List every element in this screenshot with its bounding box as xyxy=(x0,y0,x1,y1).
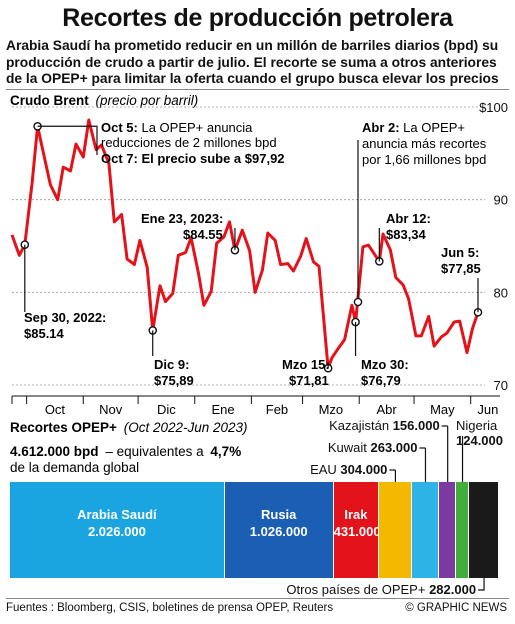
segment-name: Irak xyxy=(344,507,368,522)
annotation-sep30-value: $85.14 xyxy=(24,326,65,341)
chart-grid: $100 90 80 70 xyxy=(12,100,508,393)
label-eau: EAU 304.000 xyxy=(310,462,388,477)
bar-segment xyxy=(469,482,499,578)
annotation-jun5-value: $77,85 xyxy=(441,261,481,276)
footer-sources: Fuentes : Bloomberg, CSIS, boletines de … xyxy=(6,602,334,614)
annotation-ene23-value: $84.55 xyxy=(183,227,223,242)
segment-value: 2.026.000 xyxy=(87,524,146,539)
bar-segment xyxy=(439,482,456,578)
annotation-abr2-line3: por 1,66 millones bpd xyxy=(362,152,486,167)
brent-price-line xyxy=(10,118,480,370)
annotation-abr2: Abr 2: La OPEP+ xyxy=(362,120,465,135)
annotation-sep30-date: Sep 30, 2022: xyxy=(24,310,106,325)
brent-chart: Crudo Brent (precio por barril) $100 90 80… xyxy=(10,93,508,417)
bar-segment: Irak 431.000 xyxy=(333,482,381,578)
bar-segment-label: Rusia 1.026.000 xyxy=(225,506,333,540)
annotation-ene23-date: Ene 23, 2023: xyxy=(141,211,223,226)
x-tick-label: Mzo xyxy=(319,402,344,417)
footer-credit: © GRAPHIC NEWS xyxy=(405,602,507,614)
x-axis: Oct Nov Dic Ene Feb Mzo Abr May Jun xyxy=(11,395,500,417)
y-tick-label: 90 xyxy=(494,193,508,208)
x-tick-label: Abr xyxy=(377,402,398,417)
segment-name: Arabia Saudí xyxy=(77,507,157,522)
annotation-mzo15-date: Mzo 15: xyxy=(282,357,330,372)
annotation-oct5-line2: reducciones de 2 millones bpd xyxy=(101,135,277,150)
label-nigeria: Nigeria 124.000 xyxy=(456,418,503,448)
x-tick-label: Oct xyxy=(45,402,66,417)
x-tick-label: Jun xyxy=(477,402,498,417)
bar-segment: Rusia 1.026.000 xyxy=(224,482,334,578)
annotation-dot xyxy=(353,297,363,307)
footer-divider xyxy=(6,598,509,599)
y-tick-label: 70 xyxy=(494,378,508,393)
segment-name: Rusia xyxy=(260,507,297,522)
chart-title: Crudo Brent (precio por barril) xyxy=(10,93,198,108)
bar-segment xyxy=(411,482,440,578)
annotation-dic9-value: $75,89 xyxy=(154,373,194,388)
x-tick-label: Nov xyxy=(99,402,123,417)
label-kuwait: Kuwait 263.000 xyxy=(327,440,418,455)
nigeria-name: Nigeria xyxy=(456,418,498,433)
annotation-oct5: Oct 5: La OPEP+ anuncia xyxy=(101,120,253,135)
bar-segment: Arabia Saudí 2.026.000 xyxy=(10,482,225,578)
annotation-mzo30-value: $76,79 xyxy=(361,373,401,388)
bar-segment-label: Arabia Saudí 2.026.000 xyxy=(10,506,224,540)
x-tick-label: May xyxy=(430,402,455,417)
y-tick-label: 80 xyxy=(494,285,508,300)
annotation-dic9-date: Dic 9: xyxy=(154,357,189,372)
x-tick-label: Feb xyxy=(266,402,288,417)
x-tick-label: Dic xyxy=(157,402,176,417)
nigeria-value: 124.000 xyxy=(456,433,503,448)
annotation-mzo30-date: Mzo 30: xyxy=(361,357,409,372)
segment-value: 431.000 xyxy=(333,524,381,539)
annotations-layer: Sep 30, 2022:$85.14 Oct 5: La OPEP+ anunc… xyxy=(20,120,487,388)
label-kazajistan: Kazajistán 156.000 xyxy=(329,418,440,433)
divider xyxy=(6,89,509,90)
annotation-mzo15-value: $71,81 xyxy=(289,373,329,388)
segment-value: 1.026.000 xyxy=(249,524,308,539)
annotation-leader xyxy=(37,125,98,155)
label-otros: Otros países de OPEP+ 282.000 xyxy=(286,582,477,597)
bar-segment xyxy=(455,482,470,578)
annotation-abr12-date: Abr 12: xyxy=(386,211,431,226)
annotation-oct7: Oct 7: El precio sube a $97,92 xyxy=(101,151,285,166)
bar-segment xyxy=(379,482,412,578)
annotation-abr12-value: $83,34 xyxy=(386,227,427,242)
y-tick-label: $100 xyxy=(479,100,508,115)
page-subtitle: Arabia Saudí ha prometido reducir en un … xyxy=(6,38,499,86)
bar-segment-label: Irak 431.000 xyxy=(333,506,381,540)
page-title: Recortes de producción petrolera xyxy=(62,4,453,32)
cuts-stacked-bar: Arabia Saudí 2.026.000 Rusia 1.026.000 Irak 4… xyxy=(10,482,499,578)
x-tick-label: Ene xyxy=(212,402,235,417)
annotation-jun5-date: Jun 5: xyxy=(441,245,479,260)
annotation-abr2-line2: anuncia más recortes xyxy=(362,136,487,151)
